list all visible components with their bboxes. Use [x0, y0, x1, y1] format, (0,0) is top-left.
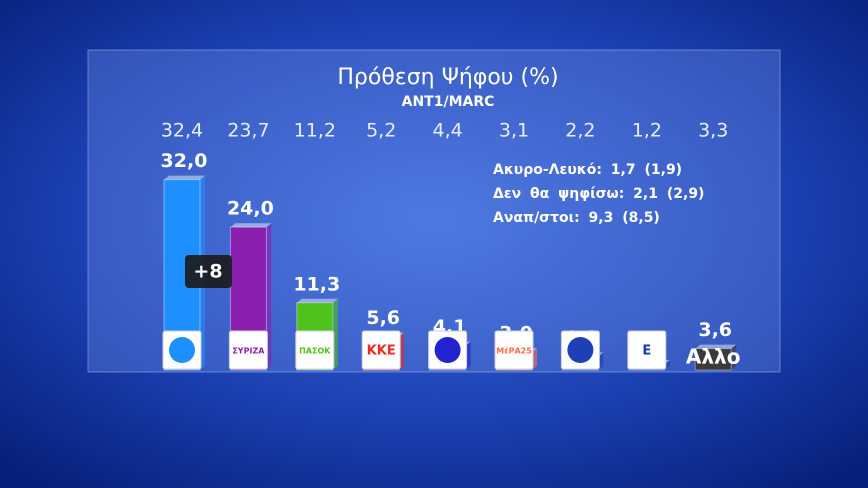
party-logo — [228, 330, 268, 370]
previous-value-label: 3,3 — [698, 120, 728, 142]
chart-title: Πρόθεση Ψήφου (%) — [337, 65, 558, 90]
previous-value-label: 5,2 — [366, 120, 396, 142]
category-label: Αλλο — [686, 345, 741, 369]
note: Ακυρο-Λευκό: 1,7 (1,9) — [493, 162, 682, 178]
previous-value-label: 32,4 — [161, 120, 203, 142]
chart-subtitle: ANT1/MARC — [402, 94, 495, 110]
value-label: 5,6 — [366, 307, 400, 329]
category-label: ΚΚΕ — [367, 344, 396, 359]
note: Δεν θα ψηφίσω: 2,1 (2,9) — [493, 186, 704, 202]
party-logo — [295, 330, 335, 370]
party-logo — [361, 330, 401, 370]
annotation-box — [185, 255, 232, 288]
party-logo-mark — [434, 337, 461, 363]
previous-value-label: 3,1 — [499, 120, 529, 142]
party-logo-mark — [567, 337, 594, 363]
category-label: Ε — [642, 344, 651, 359]
bar-top — [695, 344, 737, 349]
value-label: 24,0 — [227, 198, 274, 220]
value-label: 11,3 — [293, 273, 340, 295]
category-label: ΣΥΡΙΖΑ — [232, 347, 265, 356]
bar — [694, 348, 732, 371]
party-logo-mark — [169, 337, 195, 363]
category-label: ΜέΡΑ25 — [496, 346, 532, 356]
value-label: 3,6 — [698, 319, 732, 341]
note: Αναπ/στοι: 9,3 (8,5) — [493, 210, 660, 226]
previous-value-label: 4,4 — [432, 120, 462, 142]
bar-top — [230, 223, 272, 228]
category-label: ΠΑΣΟΚ — [299, 347, 331, 356]
previous-value-label: 11,2 — [294, 120, 336, 142]
bar-top — [296, 298, 338, 303]
party-logo — [494, 330, 534, 370]
previous-value-label: 1,2 — [632, 120, 662, 142]
value-label: 32,0 — [161, 150, 208, 172]
party-logo — [627, 330, 667, 370]
annotation: +8 — [193, 261, 222, 283]
bar-top — [164, 175, 205, 180]
bar-side — [731, 344, 737, 370]
previous-value-label: 2,2 — [565, 120, 595, 142]
previous-value-label: 23,7 — [227, 120, 269, 142]
